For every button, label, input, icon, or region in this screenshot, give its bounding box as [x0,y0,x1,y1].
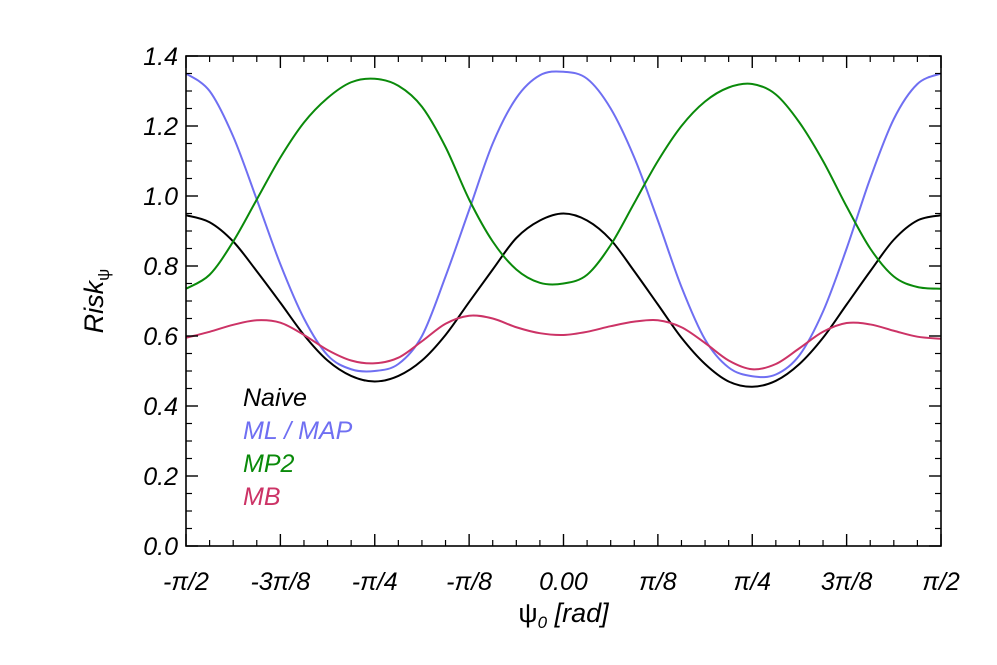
y-tick-label: 0.0 [143,533,178,561]
series-line-naive [185,212,942,388]
y-tick-label: 1.0 [143,183,178,211]
y-axis-title-sub: ψ [94,269,113,281]
legend-entry-naive: Naive [243,384,307,412]
y-tick-label: 1.2 [143,113,178,141]
y-axis-title-main: Risk [79,279,109,333]
x-axis-title: ψ0 [rad] [518,598,610,632]
x-tick-label: -π/4 [352,568,398,596]
y-tick-label: 0.4 [143,393,178,421]
y-tick-label: 0.6 [143,323,178,351]
x-axis-title-main: ψ [518,598,537,628]
series-line-ml-map [185,70,942,379]
series-line-mb [185,314,942,371]
x-tick-label: 0.00 [539,568,588,596]
y-tick-label: 1.4 [143,43,178,71]
x-tick-label: 3π/8 [821,568,873,596]
x-tick-label: π/4 [733,568,771,596]
x-axis-title-sub: 0 [538,613,548,632]
x-tick-label: π/2 [922,568,960,596]
x-axis-title-unit: [rad] [547,598,610,628]
series-line-mp2 [185,77,942,290]
legend-entry-mb: MB [243,483,281,511]
legend: Naive ML / MAP MP2 MB [243,384,353,511]
x-tick-label: π/8 [639,568,677,596]
x-tick-label: -π/8 [446,568,492,596]
x-tick-label: -π/2 [163,568,209,596]
legend-entry-ml-map: ML / MAP [243,417,353,445]
y-tick-label: 0.8 [143,253,178,281]
y-axis-title: Riskψ [79,269,113,334]
legend-entry-mp2: MP2 [243,450,295,478]
labels-layer: 0.0 0.2 0.4 0.6 0.8 1.0 1.2 1.4 -π/2 -3π/8 -π/4 -π/… [143,43,960,596]
y-tick-label: 0.2 [143,463,178,491]
x-tick-label: -3π/8 [250,568,310,596]
plot-frame [185,55,942,547]
series-layer [185,70,942,388]
